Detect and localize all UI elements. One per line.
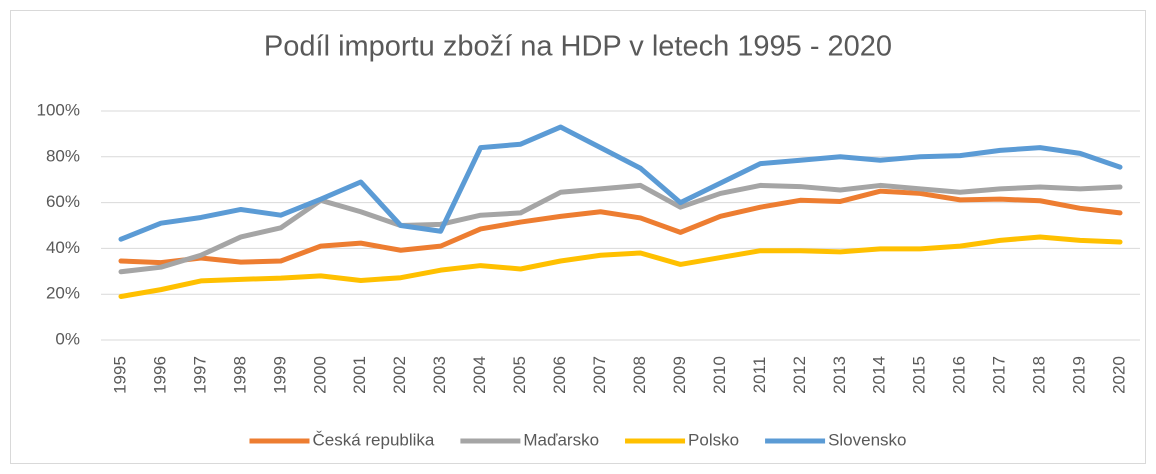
x-tick-label: 2015 [910, 356, 929, 394]
series-line [118, 188, 1123, 266]
x-tick-label: 2000 [310, 356, 329, 394]
x-tick-label: 2003 [430, 356, 449, 394]
x-tick-label: 2012 [790, 356, 809, 394]
x-tick-label: 2002 [390, 356, 409, 394]
y-tick-label: 60% [46, 192, 80, 211]
chart-frame [10, 10, 1146, 464]
legend-label: Polsko [688, 430, 739, 449]
chart-title: Podíl importu zboží na HDP v letech 1995… [264, 31, 892, 63]
x-tick-label: 2013 [830, 356, 849, 394]
x-tick-label: 2009 [670, 356, 689, 394]
x-tick-label: 2007 [590, 356, 609, 394]
x-tick-label: 2008 [630, 356, 649, 394]
x-tick-label: 1996 [150, 356, 169, 394]
x-tick-label: 2016 [950, 356, 969, 394]
x-tick-label: 2005 [510, 356, 529, 394]
y-tick-label: 100% [37, 100, 80, 119]
series-line [118, 182, 1123, 275]
series-line [118, 124, 1123, 242]
x-tick-label: 2019 [1070, 356, 1089, 394]
legend-label: Maďarsko [523, 430, 599, 449]
y-tick-label: 80% [46, 146, 80, 165]
x-tick-label: 2006 [550, 356, 569, 394]
x-tick-label: 1999 [270, 356, 289, 394]
x-tick-label: 2004 [470, 356, 489, 394]
x-tick-label: 1998 [230, 356, 249, 394]
x-tick-label: 2014 [870, 356, 889, 394]
x-tick-label: 2018 [1030, 356, 1049, 394]
x-tick-label: 2020 [1110, 356, 1129, 394]
legend-label: Česká republika [312, 430, 434, 449]
legend-label: Slovensko [828, 430, 906, 449]
y-tick-label: 20% [46, 284, 80, 303]
x-tick-label: 1997 [190, 356, 209, 394]
x-tick-label: 2001 [350, 356, 369, 394]
x-tick-label: 2017 [990, 356, 1009, 394]
x-tick-label: 2011 [750, 357, 769, 394]
x-tick-label: 2010 [710, 356, 729, 394]
x-tick-label: 1995 [110, 356, 129, 394]
series-line [118, 234, 1123, 299]
y-tick-label: 0% [55, 329, 80, 348]
y-tick-label: 40% [46, 238, 80, 257]
